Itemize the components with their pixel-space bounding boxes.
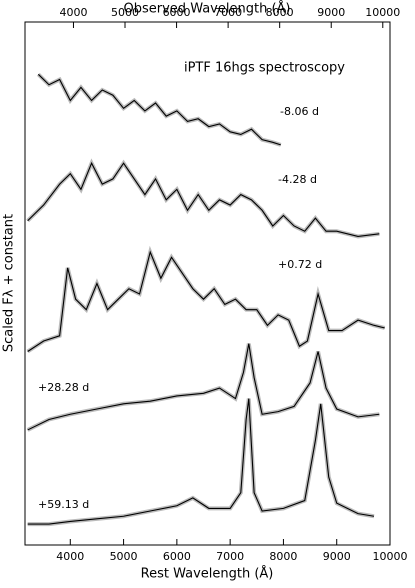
x-tick-label: 4000 [56, 550, 84, 563]
series-label: +0.72 d [278, 258, 322, 271]
x2-tick-label: 10000 [365, 6, 400, 19]
spectrum-noise [26, 245, 386, 354]
x2-axis-label: Observed Wavelength (Å) [124, 1, 291, 17]
x2-tick-label: 7000 [214, 6, 242, 19]
x2-tick-label: 8000 [266, 6, 294, 19]
x-tick-label: 6000 [163, 550, 191, 563]
spectrum-line [27, 161, 380, 237]
spectrum-line [37, 73, 281, 146]
x-tick-label: 10000 [373, 550, 408, 563]
series-label: +28.28 d [38, 381, 89, 394]
x-tick-label: 7000 [216, 550, 244, 563]
spectrum-noise [26, 158, 380, 239]
x-tick-label: 5000 [110, 550, 138, 563]
series-label: +59.13 d [38, 498, 89, 511]
chart-title: iPTF 16hgs spectroscopy [184, 61, 345, 76]
x2-tick-label: 4000 [59, 6, 87, 19]
spectrum-line [27, 250, 385, 352]
x2-tick-label: 9000 [317, 6, 345, 19]
y-axis-label: Scaled Fλ + constant [2, 214, 17, 352]
spectrum-line [27, 343, 380, 431]
spectrum-line [27, 398, 375, 525]
plot-frame [24, 21, 391, 546]
x2-tick-label: 6000 [163, 6, 191, 19]
x-axis-label: Rest Wavelength (Å) [141, 566, 274, 582]
x-tick-label: 9000 [323, 550, 351, 563]
series-label: -8.06 d [280, 105, 319, 118]
spectrum-noise [36, 72, 282, 147]
series-label: -4.28 d [278, 173, 317, 186]
x2-tick-label: 5000 [111, 6, 139, 19]
x-tick-label: 8000 [269, 550, 297, 563]
